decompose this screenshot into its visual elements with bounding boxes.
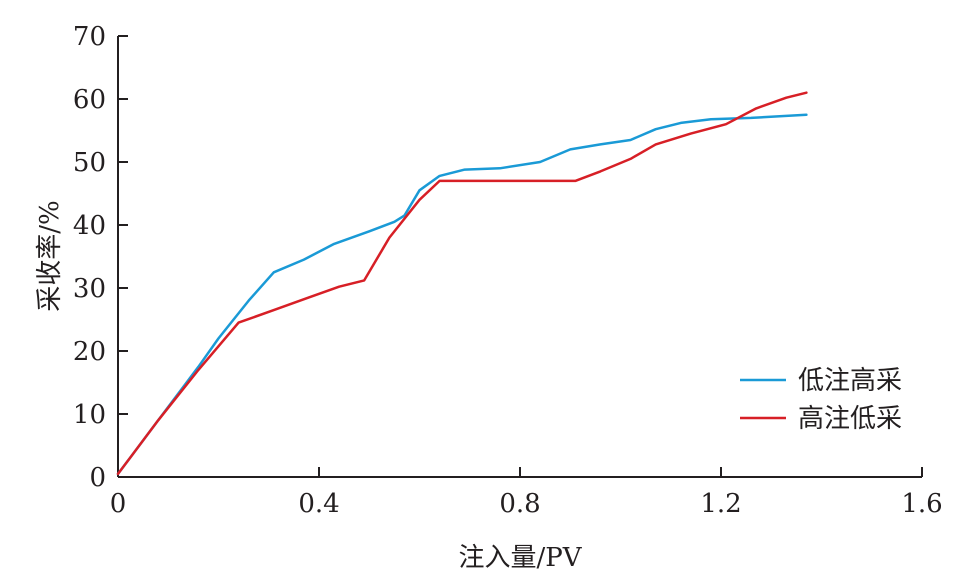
x-tick-label: 1.2 xyxy=(700,489,741,519)
x-tick-label: 0 xyxy=(110,489,127,519)
series-group xyxy=(116,91,808,476)
y-tick-label: 10 xyxy=(73,400,106,430)
series-line-2 xyxy=(116,91,808,476)
x-axis-label: 注入量/PV xyxy=(458,543,582,573)
y-tick-label: 20 xyxy=(73,337,106,367)
x-tick-label: 0.8 xyxy=(499,489,540,519)
y-ticks: 0 10 20 30 40 50 60 70 xyxy=(73,22,128,493)
legend-label-2: 高注低采 xyxy=(798,404,902,434)
y-tick-label: 60 xyxy=(73,85,106,115)
series-line-1 xyxy=(116,113,808,476)
y-tick-label: 30 xyxy=(73,274,106,304)
y-tick-label: 40 xyxy=(73,211,106,241)
y-tick-label: 70 xyxy=(73,22,106,52)
x-tick-label: 1.6 xyxy=(901,489,942,519)
y-tick-label: 0 xyxy=(89,463,106,493)
x-ticks: 0 0.4 0.8 1.2 1.6 xyxy=(110,467,943,519)
x-tick-label: 0.4 xyxy=(298,489,339,519)
y-tick-label: 50 xyxy=(73,148,106,178)
y-axis-label: 采收率/% xyxy=(35,200,65,311)
legend-label-1: 低注高采 xyxy=(798,366,902,396)
